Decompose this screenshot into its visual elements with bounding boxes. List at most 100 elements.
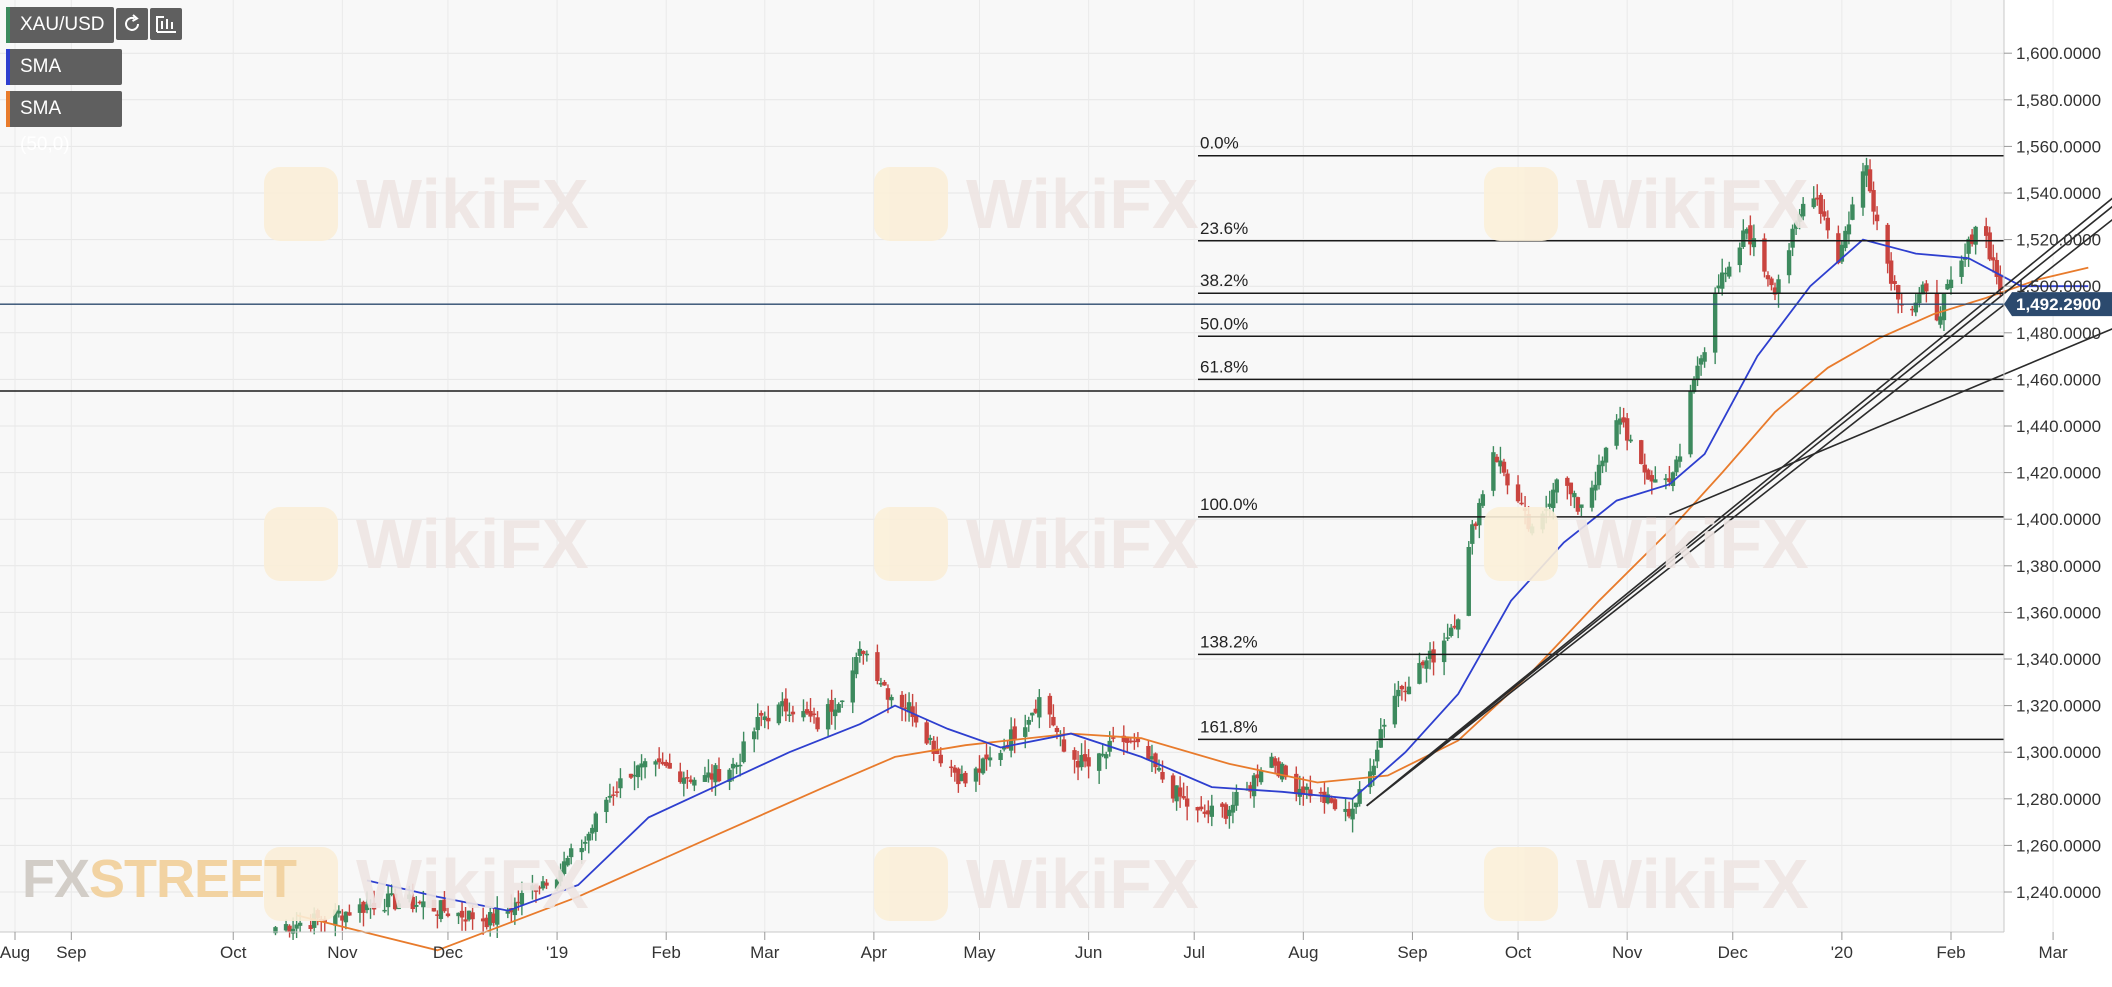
candle-body	[1924, 283, 1929, 292]
price-tick-label: 1,260.0000	[2016, 836, 2101, 855]
candle-body	[857, 648, 862, 656]
candle-body	[1628, 439, 1633, 442]
candle-body	[1994, 260, 1999, 277]
candle-body	[371, 902, 377, 910]
candle-body	[1304, 786, 1310, 790]
wikifx-watermark-text: WikiFX	[1576, 165, 1809, 243]
candle-body	[1096, 753, 1102, 771]
candle-body	[1751, 238, 1757, 248]
candle-body	[1227, 809, 1232, 817]
candle-body	[1448, 627, 1454, 636]
candle-body	[1325, 794, 1331, 804]
fibonacci-level-label: 0.0%	[1200, 134, 1239, 153]
sma50-line	[296, 266, 2089, 952]
candle-body	[287, 925, 292, 932]
candle-body	[417, 901, 422, 904]
symbol-legend[interactable]: XAU/USD	[6, 7, 114, 43]
candle-body	[1470, 524, 1475, 544]
time-tick-label: May	[963, 943, 996, 962]
candle-body	[396, 903, 401, 910]
candle-body	[850, 670, 855, 703]
fibonacci-level-label: 50.0%	[1200, 314, 1248, 333]
candle-body	[1515, 484, 1521, 502]
candle-body	[1368, 771, 1373, 788]
price-tick-label: 1,540.0000	[2016, 184, 2101, 203]
trendline[interactable]	[1366, 0, 2112, 807]
candle-body	[1624, 418, 1630, 441]
time-tick-label: Oct	[1505, 943, 1532, 962]
candle-body	[1061, 739, 1067, 752]
candle-body	[459, 910, 465, 918]
candle-body	[382, 909, 387, 912]
candle-body	[1033, 708, 1038, 713]
candle-body	[713, 765, 718, 783]
candle-body	[1082, 754, 1088, 762]
candle-body	[1480, 494, 1486, 506]
candle-body	[604, 799, 609, 813]
candle-body	[1283, 765, 1288, 778]
candle-body	[861, 650, 866, 654]
candle-body	[790, 711, 796, 715]
candle-body	[505, 911, 510, 914]
candle-body	[783, 698, 789, 712]
candle-body	[977, 768, 982, 773]
candle-body	[840, 700, 845, 703]
candle-body	[347, 912, 352, 916]
candle-body	[618, 778, 623, 789]
candle-body	[1737, 247, 1742, 266]
price-axis[interactable]: 1,240.0000 1,260.0000 1,280.0000 1,300.0000…	[2004, 44, 2112, 902]
candle-body	[903, 707, 908, 710]
candle-body	[709, 773, 715, 780]
candle-body	[1800, 203, 1806, 217]
trendline[interactable]	[1366, 0, 2112, 807]
candle-body	[1079, 754, 1084, 768]
price-axis-background	[2004, 0, 2112, 982]
plot-background	[0, 0, 2004, 932]
chart-settings-button[interactable]	[150, 8, 182, 40]
candle-body	[716, 769, 722, 782]
time-tick-label: Feb	[652, 943, 681, 962]
time-axis[interactable]: Aug Sep Oct Nov Dec '19 Feb Mar Apr May Jun Jul Aug S…	[0, 932, 2068, 962]
candle-body	[1871, 190, 1876, 212]
candle-body	[333, 909, 338, 926]
candle-body	[1741, 230, 1746, 247]
sma21-legend[interactable]: SMA (21,0)	[6, 49, 122, 113]
price-tick-label: 1,460.0000	[2016, 370, 2101, 389]
refresh-button[interactable]	[116, 8, 148, 40]
candle-body	[1948, 279, 1954, 289]
candle-body	[832, 709, 838, 717]
candle-body	[466, 910, 472, 920]
candle-body	[1153, 753, 1158, 768]
trendline[interactable]	[1366, 0, 2112, 807]
candle-body	[1230, 804, 1236, 813]
candle-body	[1026, 719, 1031, 725]
candle-body	[1639, 440, 1644, 464]
candle-body	[1917, 294, 1922, 304]
wikifx-watermark-text: WikiFX	[356, 165, 589, 243]
wikifx-watermark-logo	[1484, 507, 1558, 581]
candle-body	[533, 884, 539, 892]
price-tick-label: 1,340.0000	[2016, 650, 2101, 669]
candle-body	[653, 761, 658, 765]
candle-body	[1945, 283, 1950, 290]
sma50-legend[interactable]: SMA (50,0)	[6, 91, 122, 155]
candle-body	[1202, 811, 1207, 814]
candle-body	[1941, 293, 1947, 321]
candle-body	[1280, 763, 1285, 780]
price-tick-label: 1,300.0000	[2016, 743, 2101, 762]
candle-body	[1593, 484, 1598, 491]
candle-body	[825, 704, 831, 730]
price-tick-label: 1,320.0000	[2016, 697, 2101, 716]
trendline[interactable]	[1669, 72, 2112, 516]
candle-body	[1332, 799, 1338, 810]
candle-body	[1023, 727, 1028, 737]
time-tick-label: '20	[1831, 943, 1853, 962]
wikifx-watermark-logo	[264, 507, 338, 581]
candle-body	[1973, 226, 1978, 245]
candle-body	[1716, 285, 1721, 289]
candle-body	[741, 741, 746, 763]
candle-body	[1075, 761, 1081, 768]
candle-body	[1649, 475, 1654, 482]
